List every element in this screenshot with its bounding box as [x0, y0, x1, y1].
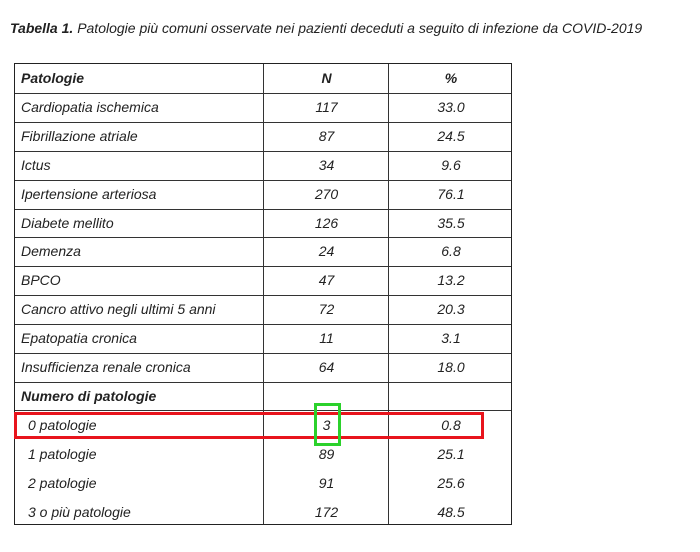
- cell: Insufficienza renale cronica: [21, 359, 191, 375]
- cell: 18.0: [437, 359, 465, 375]
- cell: 33.0: [437, 98, 465, 115]
- caption-title: Patologie più comuni osservate nei pazie…: [77, 20, 643, 36]
- cell: 0 patologie: [28, 416, 97, 433]
- cell: 9.6: [441, 156, 461, 173]
- cell: 3.1: [441, 330, 461, 347]
- cell: Cardiopatia ischemica: [21, 98, 159, 115]
- cell: 2 patologie: [28, 474, 97, 491]
- row-divider: [15, 179, 511, 181]
- row-divider: [15, 121, 511, 123]
- cell: 20.3: [437, 301, 465, 318]
- row-divider: [15, 92, 511, 94]
- cell: 3: [322, 416, 331, 433]
- column-header: %: [444, 70, 458, 86]
- cell: Fibrillazione atriale: [21, 127, 138, 144]
- cell: 11: [319, 330, 334, 347]
- row-divider: [15, 324, 511, 326]
- cell: Ictus: [21, 156, 51, 173]
- cell: 64: [318, 359, 335, 375]
- caption-label: Tabella 1.: [10, 20, 74, 36]
- column-header: Patologie: [21, 70, 85, 86]
- cell: BPCO: [21, 272, 61, 289]
- cell: 72: [318, 301, 335, 318]
- cell: 13.2: [437, 272, 465, 289]
- cell: 0.8: [441, 416, 461, 433]
- row-divider: [15, 295, 511, 297]
- cell: 25.6: [437, 474, 465, 491]
- cell: 172: [314, 503, 339, 520]
- cell: 1 patologie: [28, 445, 97, 462]
- cell: 270: [314, 185, 339, 202]
- cell: 126: [314, 214, 339, 231]
- cell: 76.1: [437, 185, 465, 202]
- row-divider: [15, 381, 511, 383]
- column-header: N: [321, 70, 332, 86]
- green-highlight: [314, 403, 341, 446]
- table: Patologie N% Cardiopatia ischemica 117 33.0 F…: [14, 63, 512, 525]
- cell: 35.5: [437, 214, 465, 231]
- cell: 25.1: [437, 445, 465, 462]
- column-divider: [388, 64, 389, 524]
- caption: Tabella 1. Patologie più comuni osservat…: [10, 20, 642, 36]
- row-divider: [15, 353, 511, 354]
- cell: 87: [318, 127, 335, 144]
- cell: 24: [318, 243, 335, 260]
- cell: 47: [318, 272, 335, 289]
- cell: Epatopatia cronica: [21, 330, 137, 347]
- cell: 24.5: [437, 127, 465, 144]
- column-divider: [263, 64, 264, 524]
- cell: Cancro attivo negli ultimi 5 anni: [21, 301, 216, 318]
- row-divider: [15, 409, 511, 411]
- cell: 91: [318, 474, 335, 491]
- row-divider: [15, 150, 511, 152]
- row-divider: [15, 208, 511, 210]
- cell: 89: [318, 445, 335, 462]
- cell: 3 o più patologie: [28, 503, 131, 520]
- cell: 6.8: [441, 243, 461, 260]
- cell: 117: [315, 98, 338, 115]
- cell: Demenza: [21, 243, 81, 260]
- red-highlight: [14, 412, 484, 439]
- section-header: Numero di patologie: [21, 387, 157, 404]
- cell: Ipertensione arteriosa: [21, 185, 157, 202]
- cell: 48.5: [437, 503, 465, 520]
- cell: 34: [318, 156, 335, 173]
- cell: Diabete mellito: [21, 214, 114, 231]
- row-divider: [15, 266, 511, 268]
- row-divider: [15, 237, 511, 239]
